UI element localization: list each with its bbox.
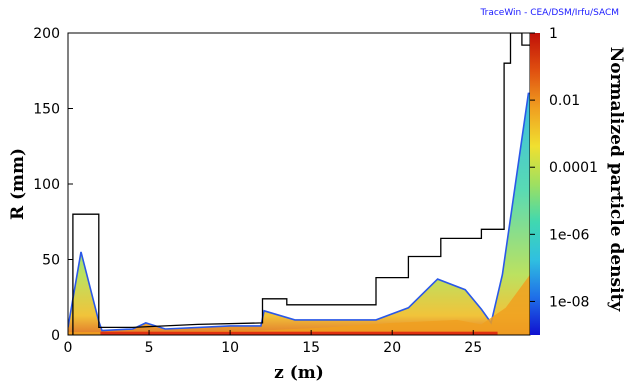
y-axis-title: R (mm) — [8, 148, 28, 220]
colorbar-title: Normalized particle density — [606, 47, 625, 313]
y-axis: 0 50 100 150 200 — [33, 26, 73, 344]
x-tick-label: 25 — [464, 340, 482, 356]
x-tick-label: 15 — [302, 340, 320, 356]
x-axis-title: z (m) — [274, 363, 324, 382]
y-tick-label: 150 — [33, 102, 60, 118]
software-credit: TraceWin - CEA/DSM/Irfu/SACM — [480, 8, 619, 18]
colorbar-tick-label: 1e-08 — [549, 294, 589, 310]
beam-core-region — [68, 274, 530, 335]
x-tick-label: 5 — [145, 340, 154, 356]
colorbar-tick-label: 1e-06 — [549, 227, 589, 243]
y-tick-label: 0 — [51, 328, 60, 344]
plot-area — [67, 32, 531, 336]
y-tick-label: 50 — [42, 253, 60, 269]
y-tick-label: 100 — [33, 177, 60, 193]
x-tick-label: 10 — [221, 340, 239, 356]
colorbar: 1 0.01 0.0001 1e-06 1e-08 — [530, 26, 598, 335]
x-axis: 0 5 10 15 20 25 — [64, 330, 482, 356]
high-density-core-strip — [100, 331, 498, 335]
colorbar-tick-label: 0.0001 — [549, 160, 598, 176]
aperture-outline — [72, 33, 530, 335]
envelope-edge-line — [68, 92, 530, 332]
colorbar-tick-label: 0.01 — [549, 93, 580, 109]
y-tick-label: 200 — [33, 26, 60, 42]
x-tick-label: 0 — [64, 340, 73, 356]
colorbar-scale — [530, 33, 540, 335]
colorbar-tick-label: 1 — [549, 26, 558, 42]
x-tick-label: 20 — [383, 340, 401, 356]
